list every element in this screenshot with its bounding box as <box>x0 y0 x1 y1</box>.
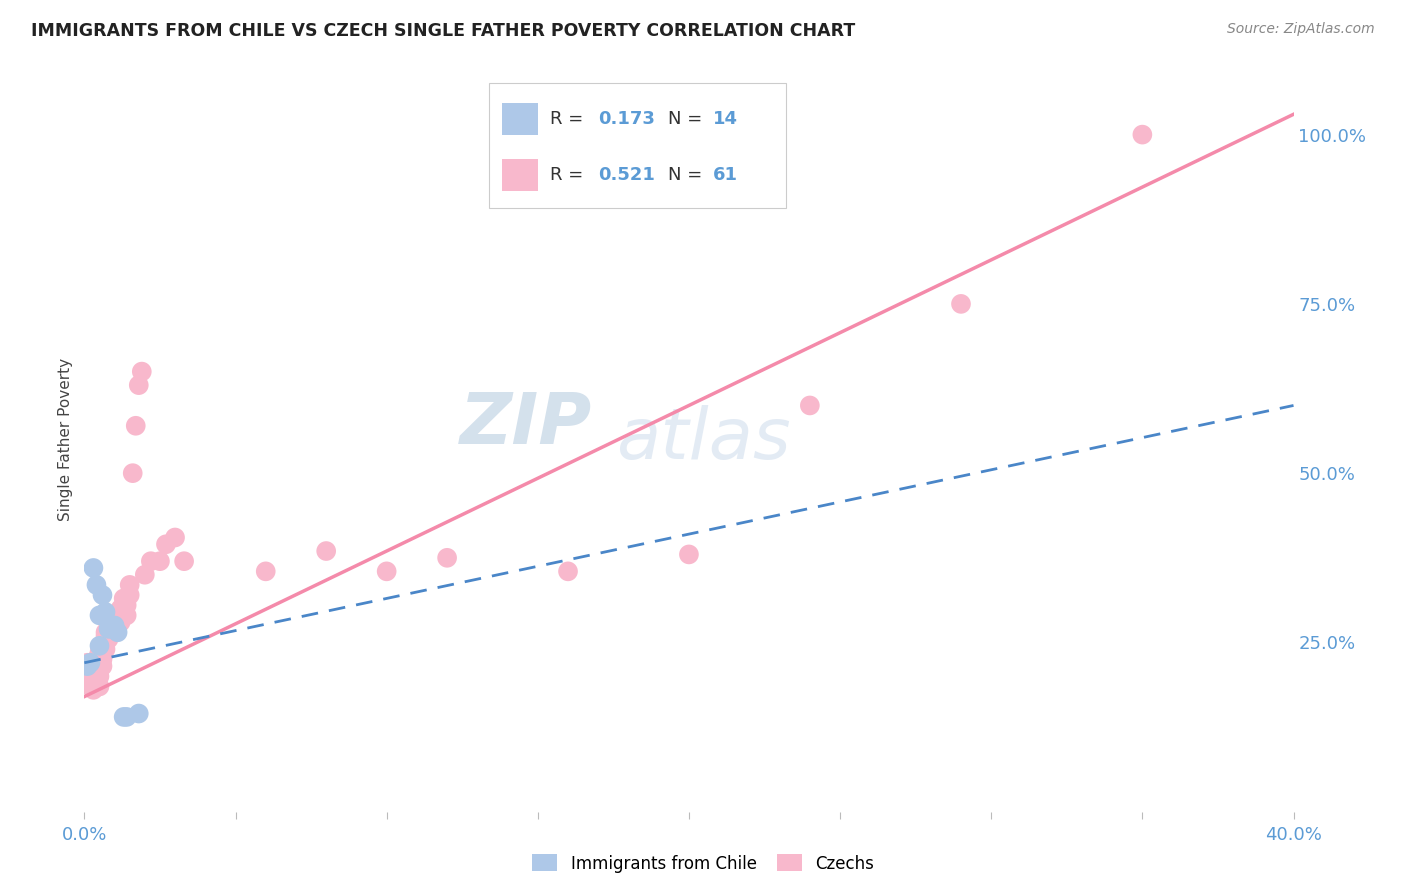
Point <box>86 652 108 666</box>
Text: N =: N = <box>668 166 709 184</box>
Point <box>107 625 129 640</box>
Point <box>79 669 101 683</box>
Text: R =: R = <box>550 110 589 128</box>
Text: atlas: atlas <box>616 405 792 474</box>
Point <box>89 652 111 666</box>
Text: R =: R = <box>550 166 589 184</box>
Text: ZIP: ZIP <box>460 390 592 458</box>
Point <box>94 629 117 643</box>
Legend: Immigrants from Chile, Czechs: Immigrants from Chile, Czechs <box>526 847 880 880</box>
Text: 0.521: 0.521 <box>599 166 655 184</box>
Point <box>89 608 111 623</box>
Point <box>149 554 172 568</box>
Point <box>79 656 101 670</box>
Point <box>94 642 117 657</box>
Text: 14: 14 <box>713 110 738 128</box>
Text: IMMIGRANTS FROM CHILE VS CZECH SINGLE FATHER POVERTY CORRELATION CHART: IMMIGRANTS FROM CHILE VS CZECH SINGLE FA… <box>31 22 855 40</box>
Point <box>436 550 458 565</box>
Point <box>110 601 132 615</box>
Point <box>139 554 162 568</box>
Point <box>110 615 132 629</box>
Point <box>79 680 101 694</box>
Point <box>315 544 337 558</box>
Point <box>94 625 117 640</box>
Point <box>155 537 177 551</box>
Text: 0.173: 0.173 <box>599 110 655 128</box>
Point <box>76 659 98 673</box>
Point <box>1130 128 1153 142</box>
Point <box>97 632 120 646</box>
Point <box>100 622 122 636</box>
Point <box>678 548 700 562</box>
Point <box>86 663 108 677</box>
Point <box>115 608 138 623</box>
Point <box>254 565 277 579</box>
Point <box>91 652 114 666</box>
Point <box>104 618 127 632</box>
Text: N =: N = <box>668 110 709 128</box>
Point <box>91 646 114 660</box>
Point <box>799 399 821 413</box>
Text: Source: ZipAtlas.com: Source: ZipAtlas.com <box>1227 22 1375 37</box>
Point <box>89 680 111 694</box>
Y-axis label: Single Father Poverty: Single Father Poverty <box>58 358 73 521</box>
Point <box>375 565 398 579</box>
Point <box>82 673 104 687</box>
Point <box>91 642 114 657</box>
Point <box>131 365 153 379</box>
Point <box>100 618 122 632</box>
Point <box>128 706 150 721</box>
Point <box>115 710 138 724</box>
Point <box>89 669 111 683</box>
Point <box>112 601 135 615</box>
Point <box>112 710 135 724</box>
Point <box>94 605 117 619</box>
Point <box>76 676 98 690</box>
Point <box>91 659 114 673</box>
Text: 61: 61 <box>713 166 738 184</box>
Point <box>76 656 98 670</box>
Point <box>173 554 195 568</box>
Point <box>82 663 104 677</box>
Point <box>115 598 138 612</box>
Point <box>97 622 120 636</box>
Point <box>89 646 111 660</box>
Point <box>165 531 187 545</box>
FancyBboxPatch shape <box>502 103 538 136</box>
Point <box>118 588 141 602</box>
Point <box>82 680 104 694</box>
FancyBboxPatch shape <box>502 159 538 191</box>
Point <box>86 578 108 592</box>
Point <box>89 659 111 673</box>
Point <box>557 565 579 579</box>
Point <box>89 639 111 653</box>
Point <box>91 588 114 602</box>
Point <box>97 622 120 636</box>
Point <box>86 669 108 683</box>
Point <box>112 591 135 606</box>
Point <box>128 378 150 392</box>
Point <box>134 567 156 582</box>
Point <box>107 612 129 626</box>
Point <box>82 682 104 697</box>
Point <box>107 618 129 632</box>
FancyBboxPatch shape <box>489 83 786 209</box>
Point <box>94 632 117 646</box>
Point <box>104 618 127 632</box>
Point <box>118 578 141 592</box>
Point <box>950 297 973 311</box>
Point <box>86 659 108 673</box>
Point <box>121 466 143 480</box>
Point <box>125 418 148 433</box>
Point <box>79 659 101 673</box>
Point <box>104 622 127 636</box>
Point <box>82 561 104 575</box>
